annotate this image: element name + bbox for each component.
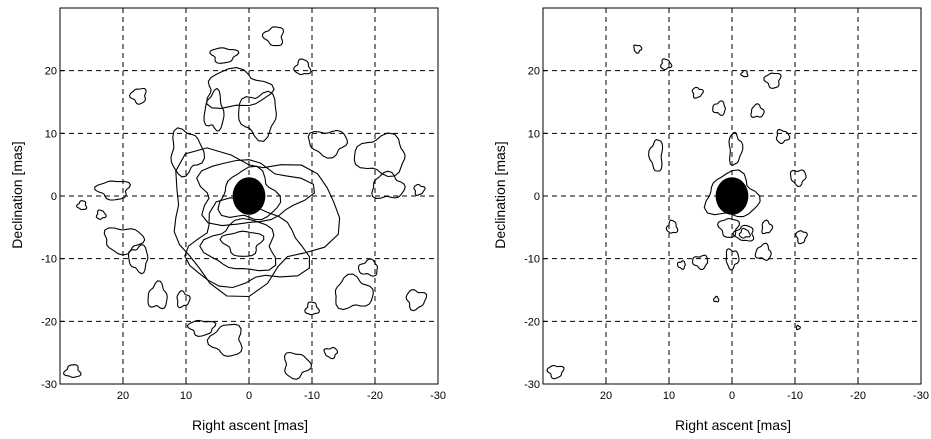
right-contour-2: [717, 217, 740, 238]
right-contour-24: [546, 364, 565, 380]
right-y-tick-label-2: 0: [534, 191, 540, 203]
left-contour-33: [62, 364, 82, 378]
left-contour-7: [203, 87, 225, 132]
right-x-tick-label-2: 0: [729, 390, 735, 402]
right-contour-9: [795, 230, 808, 245]
left-contour-panel: Right ascent [mas] Declination [mas] 20 1…: [9, 7, 446, 433]
left-y-tick-label-0: 20: [45, 66, 57, 78]
right-contour-panel: Right ascent [mas] Declination [mas] 20 1…: [492, 7, 929, 433]
right-contour-8: [761, 219, 774, 235]
right-x-tick-label-4: -20: [850, 390, 866, 402]
left-contour-19: [95, 209, 107, 220]
right-y-tick-label-4: -20: [524, 316, 540, 328]
right-contour-23: [795, 324, 801, 331]
right-y-tick-label-3: -10: [524, 254, 540, 266]
right-contour-21: [676, 260, 686, 270]
left-y-tick-label-3: -10: [41, 254, 57, 266]
right-contour-17: [763, 72, 782, 89]
right-contour-19: [660, 58, 673, 71]
right-x-axis-label: Right ascent [mas]: [675, 417, 791, 433]
right-contour-16: [691, 86, 704, 99]
right-y-tick-label-0: 20: [528, 66, 540, 78]
left-x-tick-label-5: -30: [430, 390, 446, 402]
left-contour-28: [323, 347, 339, 360]
left-x-tick-label-4: -20: [367, 390, 383, 402]
left-contour-21: [127, 244, 149, 275]
right-contour-5: [725, 248, 740, 271]
left-contour-0: [217, 165, 282, 221]
left-contour-6: [238, 90, 277, 142]
right-x-tick-label-1: 10: [663, 390, 675, 402]
left-y-tick-label-5: -30: [41, 379, 57, 391]
left-contour-15: [371, 170, 406, 199]
right-y-axis-label: Declination [mas]: [492, 141, 508, 248]
left-x-tick-label-1: 10: [180, 390, 192, 402]
left-contour-11: [293, 58, 312, 76]
right-contour-10: [648, 139, 664, 172]
right-contour-15: [750, 103, 765, 118]
left-core-blob: [232, 177, 266, 215]
right-contour-20: [633, 44, 643, 54]
right-y-tick-label-1: 10: [528, 128, 540, 140]
right-core-blob: [715, 177, 749, 215]
left-contour-16: [413, 183, 426, 196]
right-contour-4: [738, 227, 751, 239]
left-contour-5: [173, 147, 341, 298]
right-contour-3: [732, 224, 755, 242]
left-x-axis-label: Right ascent [mas]: [192, 417, 308, 433]
left-contour-26: [304, 301, 320, 316]
right-y-tick-label-5: -30: [524, 379, 540, 391]
left-contour-13: [307, 129, 349, 159]
left-contour-24: [186, 319, 217, 337]
left-contour-31: [405, 289, 428, 312]
left-contour-17: [94, 180, 132, 201]
left-x-tick-label-0: 20: [117, 390, 129, 402]
right-contour-22: [713, 295, 720, 303]
right-x-tick-label-3: -10: [787, 390, 803, 402]
left-contour-20: [103, 227, 146, 256]
left-y-tick-label-2: 0: [51, 191, 57, 203]
right-contour-13: [789, 169, 807, 188]
right-contour-7: [754, 242, 772, 261]
right-contour-12: [775, 128, 791, 145]
left-contour-14: [353, 132, 406, 178]
left-contour-29: [357, 258, 378, 277]
left-y-tick-label-4: -20: [41, 316, 57, 328]
left-x-tick-label-2: 0: [246, 390, 252, 402]
left-contour-4: [184, 197, 310, 289]
right-contour-18: [740, 69, 749, 78]
left-y-tick-label-1: 10: [45, 128, 57, 140]
left-contour-18: [76, 200, 88, 211]
right-contour-14: [712, 100, 726, 116]
right-contour-1: [728, 131, 744, 167]
right-contour-11: [665, 219, 679, 234]
left-contour-23: [176, 290, 191, 309]
right-contour-6: [692, 254, 709, 270]
left-y-axis-label: Declination [mas]: [9, 141, 25, 248]
left-contour-8: [206, 67, 275, 109]
right-contour-0: [703, 169, 761, 218]
left-contour-3: [199, 217, 277, 272]
right-x-tick-label-5: -30: [913, 390, 929, 402]
left-contour-27: [283, 351, 313, 380]
right-x-tick-label-0: 20: [600, 390, 612, 402]
left-contour-1: [196, 159, 315, 227]
left-contour-22: [147, 280, 168, 310]
left-contour-12: [170, 127, 206, 178]
left-contour-32: [128, 87, 147, 105]
left-x-tick-label-3: -10: [304, 390, 320, 402]
left-contour-2: [219, 230, 265, 257]
left-contour-25: [206, 323, 243, 357]
left-contour-10: [261, 26, 285, 47]
left-contour-9: [209, 47, 240, 64]
left-contour-30: [334, 273, 374, 311]
